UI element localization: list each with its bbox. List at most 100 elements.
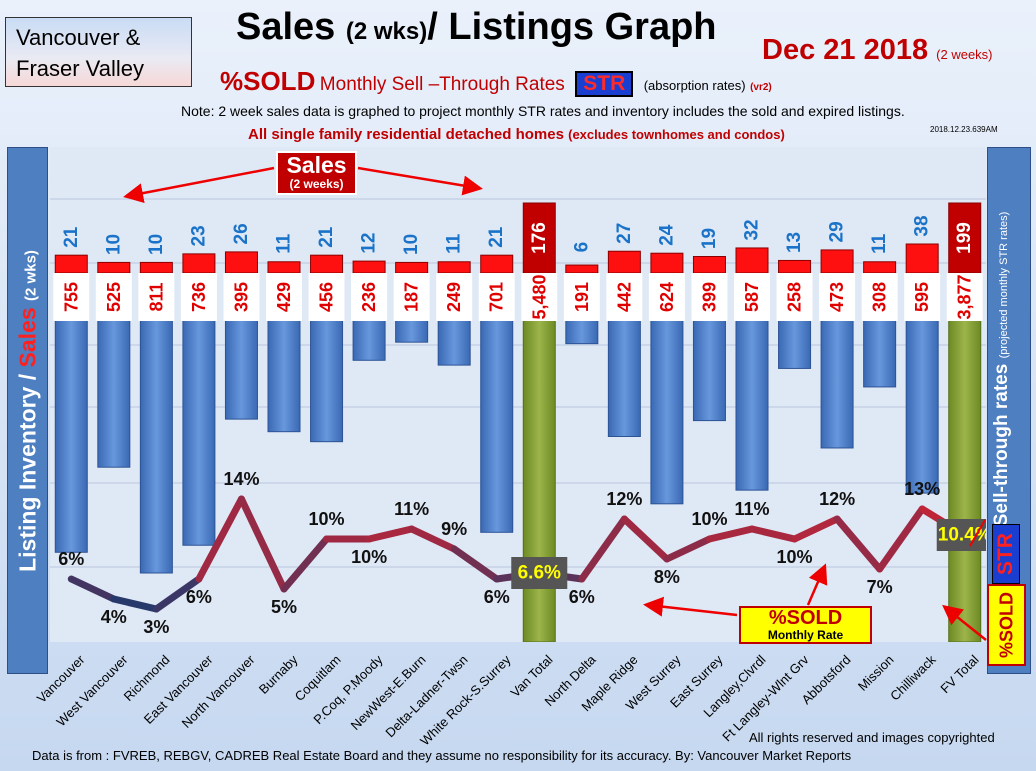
inventory-label-band [351,273,388,321]
sales-value-label: 24 [656,224,677,246]
sold-line-segment [195,495,245,583]
inventory-label-band [521,273,558,321]
sales-value-label: 13 [784,232,805,253]
sold-total-box [511,557,568,589]
sales-bar [437,261,471,274]
sales-bar [267,261,301,274]
sales-value-label: 38 [912,215,933,236]
scope-text: All single family residential detached h… [248,126,785,143]
inventory-label-band [393,273,430,321]
sold-value-label: 11% [734,499,769,519]
sold-line-segment [280,535,331,593]
sold-value-label: 10% [777,547,813,567]
inventory-value-label: 308 [870,282,890,312]
sales-value-label: 12 [359,233,380,254]
inventory-value-label: 3,877 [955,274,975,319]
sold-value-label: 6% [484,587,510,607]
scope-main: All single family residential detached h… [248,126,564,143]
sold-line-segment [705,525,756,543]
title-main: Sales [236,6,336,48]
sold-value-label: 5% [271,597,297,617]
inventory-label-band [904,273,941,321]
inventory-bar [948,272,982,642]
sold-line-segment [152,575,203,613]
inventory-value-label: 587 [742,282,762,312]
inventory-value-label: 395 [231,282,251,312]
left-axis-part2: Sales [14,306,40,367]
sold-value-label: 8% [654,567,680,587]
inventory-value-label: 429 [274,282,294,312]
right-axis-main: Sell-through rates [991,363,1013,526]
category-label: North Vancouver [179,652,259,731]
sales-value-label: 6 [571,242,592,253]
sales-value-label: 10 [103,234,124,255]
inventory-label-band [308,273,345,321]
sales-bar [97,261,131,274]
sales-value-label: 10 [401,234,422,255]
inventory-value-label: 5,480 [529,274,549,319]
sales-callout: Sales (2 weeks) [276,151,357,195]
subtitle-pct: %SOLD [220,66,316,96]
inventory-value-label: 525 [104,282,124,312]
inventory-value-label: 456 [317,282,337,312]
inventory-label-band [95,273,132,321]
inventory-value-label: 473 [827,282,847,312]
sold-line-segment [67,575,118,603]
sold-callout-main: %SOLD [768,607,843,629]
sold-value-label: 10.4% [938,525,986,546]
sales-value-label: 19 [699,228,720,249]
sold-value-label: 13% [904,479,940,499]
category-label: NewWest-E.Burn [347,652,429,733]
sales-value-label: 23 [188,225,209,246]
sales-callout-sub: (2 weeks) [289,177,344,191]
inventory-label-band [819,273,856,321]
sold-value-label: 10% [309,509,345,529]
sold-side-badge: %SOLD [987,584,1026,666]
inventory-label-band [436,273,473,321]
date-note: (2 weeks) [936,47,993,62]
sales-value-label: 21 [486,226,507,248]
sold-line-segment [365,525,416,543]
category-label: FV Total [937,652,982,697]
sales-value-label: 21 [61,226,82,248]
sold-value-label: 6% [186,587,212,607]
inventory-label-band [776,273,813,321]
sales-bar [863,261,897,274]
inventory-label-band [861,273,898,321]
sales-value-label: 26 [231,223,252,244]
inventory-label-band [606,273,643,321]
sold-line-segment [620,515,671,563]
scope-small: (excludes townhomes and condos) [568,127,785,142]
sold-value-label: 6% [569,587,595,607]
sold-value-label: 6% [58,549,84,569]
sales-bar [182,253,216,274]
plot-area: 755 21 525 10 811 10 736 23 395 26 429 11 456 21 236 12… [50,147,986,642]
report-date: Dec 21 2018 (2 weeks) [762,34,993,67]
subtitle: %SOLD Monthly Sell –Through Rates STR (a… [220,66,772,97]
sales-bar [352,260,386,274]
sold-value-label: 6.6% [518,563,561,584]
sales-value-label: 29 [827,221,848,242]
region-line-1: Vancouver & [16,25,141,50]
sales-value-label: 10 [146,234,167,255]
chart-title: Sales (2 wks)/ Listings Graph [236,6,717,49]
sales-bar [905,243,939,274]
source-footer: Data is from : FVREB, REBGV, CADREB Real… [32,748,852,763]
sold-value-label: 7% [867,577,893,597]
sold-line-segment [237,495,288,593]
sold-line-segment [876,505,926,573]
sold-value-label: 10% [351,547,387,567]
str-badge: STR [575,71,634,97]
sold-value-label: 14% [223,469,259,489]
sales-bar [139,261,173,274]
left-axis-part3: (2 wks) [22,249,39,301]
sales-bar [395,261,429,274]
date-main: Dec 21 2018 [762,34,929,66]
sales-value-label: 11 [444,233,465,254]
sold-side-text: %SOLD [996,591,1016,659]
sold-line-segment [578,515,628,583]
str-side-text: STR [994,533,1017,575]
sales-value-label: 176 [529,222,550,254]
inventory-value-label: 811 [146,282,166,311]
category-label: Chilliwack [887,652,939,704]
